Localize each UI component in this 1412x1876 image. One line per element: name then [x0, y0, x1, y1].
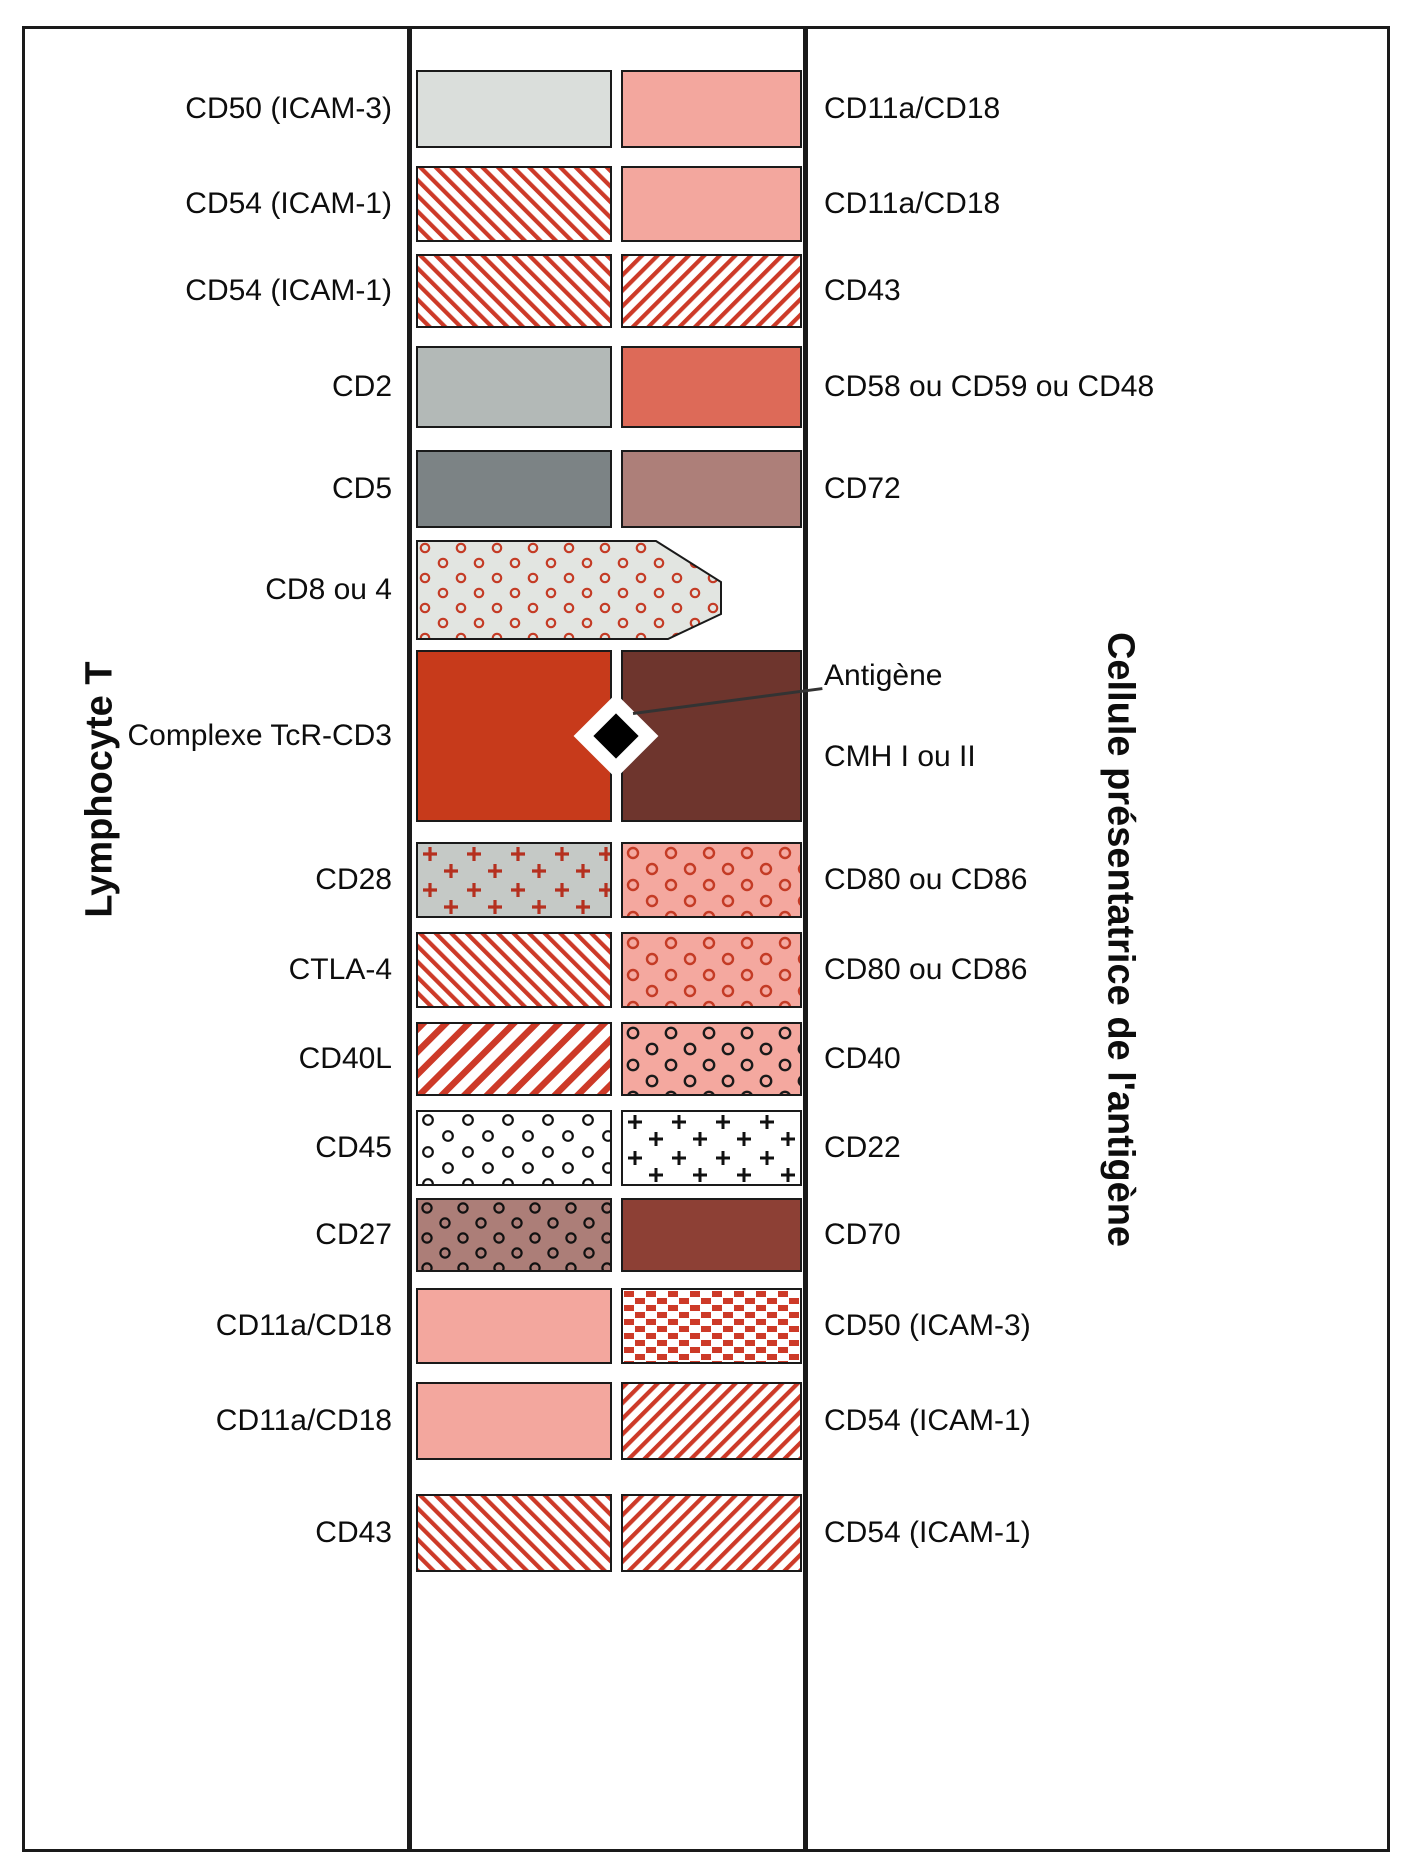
- block-cd2: [416, 346, 612, 428]
- label-left-cd11a-cd18-r13: CD11a/CD18: [215, 1308, 392, 1342]
- block-cd50-icam3-r13: [621, 1288, 802, 1364]
- label-right-cd58-cd59-cd48: CD58 ou CD59 ou CD48: [824, 369, 1155, 403]
- block-cd22: [621, 1110, 802, 1186]
- block-cd8-ou-4: [416, 540, 722, 640]
- block-cd11a-cd18-r14: [416, 1382, 612, 1460]
- label-left-cd8-ou-4: CD8 ou 4: [265, 572, 392, 606]
- block-cd11a-cd18-r13: [416, 1288, 612, 1364]
- figure-frame: [22, 26, 1390, 1852]
- block-cd11a-cd18-r1: [621, 70, 802, 148]
- block-cd80-cd86-r9: [621, 932, 802, 1008]
- block-cd40l: [416, 1022, 612, 1096]
- label-left-cd28: CD28: [315, 862, 392, 896]
- label-antigene: Antigène: [824, 658, 943, 692]
- label-right-cmh-i-ou-ii: CMH I ou II: [824, 739, 976, 773]
- label-left-ctla4: CTLA-4: [288, 952, 392, 986]
- label-left-cd2: CD2: [331, 369, 392, 403]
- label-left-cd5: CD5: [331, 471, 392, 505]
- label-left-cd11a-cd18-r14: CD11a/CD18: [215, 1403, 392, 1437]
- label-right-cd70: CD70: [824, 1217, 901, 1251]
- block-cd5: [416, 450, 612, 528]
- block-cd58-cd59-cd48: [621, 346, 802, 428]
- label-right-cd80-cd86-r8: CD80 ou CD86: [824, 862, 1028, 896]
- label-right-cd11a-cd18-r2: CD11a/CD18: [824, 186, 1001, 220]
- label-right-cd72: CD72: [824, 471, 901, 505]
- block-cd54-icam1-r14: [621, 1382, 802, 1460]
- block-cd28: [416, 842, 612, 918]
- block-cd70: [621, 1198, 802, 1272]
- block-cd54-icam1-r3: [416, 254, 612, 328]
- block-cd11a-cd18-r2: [621, 166, 802, 242]
- cell-membrane-right: [803, 26, 808, 1852]
- label-right-cd11a-cd18-r1: CD11a/CD18: [824, 91, 1001, 125]
- label-right-cd54-icam1-r14: CD54 (ICAM-1): [824, 1403, 1031, 1437]
- label-right-cd50-icam3: CD50 (ICAM-3): [824, 1308, 1031, 1342]
- label-left-cd54-icam1-r2: CD54 (ICAM-1): [185, 186, 392, 220]
- block-cd54-icam1-r2: [416, 166, 612, 242]
- label-left-cd43: CD43: [315, 1515, 392, 1549]
- label-left-cd54-icam1-r3: CD54 (ICAM-1): [185, 273, 392, 307]
- block-cd43-r15: [416, 1494, 612, 1572]
- label-right-cd80-cd86-r9: CD80 ou CD86: [824, 952, 1028, 986]
- block-cd50-icam3: [416, 70, 612, 148]
- label-left-tcr-cd3: Complexe TcR-CD3: [127, 718, 392, 752]
- label-right-cd54-icam1-r15: CD54 (ICAM-1): [824, 1515, 1031, 1549]
- block-cd43-r3: [621, 254, 802, 328]
- label-left-cd45: CD45: [315, 1130, 392, 1164]
- label-right-cd22: CD22: [824, 1130, 901, 1164]
- block-cd72: [621, 450, 802, 528]
- block-cd45: [416, 1110, 612, 1186]
- block-ctla4: [416, 932, 612, 1008]
- block-cd40: [621, 1022, 802, 1096]
- block-cd80-cd86-r8: [621, 842, 802, 918]
- label-right-cd40: CD40: [824, 1041, 901, 1075]
- label-left-cd40l: CD40L: [298, 1041, 392, 1075]
- label-left-cd27: CD27: [315, 1217, 392, 1251]
- block-cd27: [416, 1198, 612, 1272]
- block-cd54-icam1-r15: [621, 1494, 802, 1572]
- cell-membrane-left: [407, 26, 412, 1852]
- label-right-cd43: CD43: [824, 273, 901, 307]
- label-left-cd50-icam3: CD50 (ICAM-3): [185, 91, 392, 125]
